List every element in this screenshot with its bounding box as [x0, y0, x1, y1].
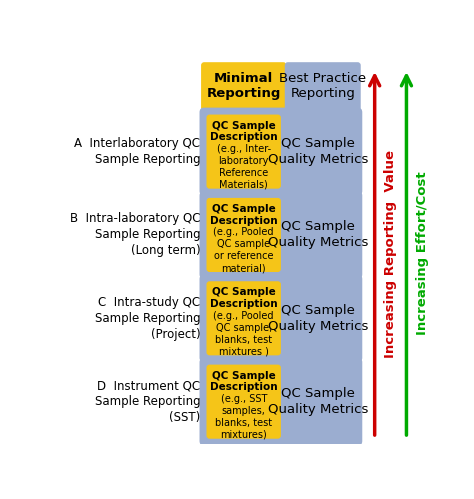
- FancyBboxPatch shape: [207, 281, 281, 355]
- Text: QC Sample
Quality Metrics: QC Sample Quality Metrics: [267, 304, 368, 333]
- FancyBboxPatch shape: [200, 108, 362, 196]
- Text: Increasing Reporting  Value: Increasing Reporting Value: [384, 150, 397, 358]
- Text: QC Sample
Description: QC Sample Description: [210, 121, 277, 142]
- Text: (e.g., SST
samples,
blanks, test
mixtures): (e.g., SST samples, blanks, test mixture…: [215, 394, 272, 440]
- Text: Increasing Effort/Cost: Increasing Effort/Cost: [416, 172, 429, 335]
- Text: Best Practice
Reporting: Best Practice Reporting: [279, 72, 366, 100]
- FancyBboxPatch shape: [285, 62, 361, 111]
- FancyBboxPatch shape: [207, 115, 281, 189]
- FancyBboxPatch shape: [200, 358, 362, 446]
- Text: (e.g., Pooled
QC sample,
blanks, test
mixtures ): (e.g., Pooled QC sample, blanks, test mi…: [213, 310, 274, 356]
- Text: C  Intra-study QC
    Sample Reporting
    (Project): C Intra-study QC Sample Reporting (Proje…: [80, 296, 201, 341]
- Text: Minimal
Reporting: Minimal Reporting: [207, 72, 281, 100]
- FancyBboxPatch shape: [207, 198, 281, 272]
- Text: D  Instrument QC
    Sample Reporting
    (SST): D Instrument QC Sample Reporting (SST): [80, 379, 201, 424]
- FancyBboxPatch shape: [200, 191, 362, 279]
- FancyBboxPatch shape: [200, 274, 362, 362]
- Text: B  Intra-laboratory QC
    Sample Reporting
    (Long term): B Intra-laboratory QC Sample Reporting (…: [70, 213, 201, 257]
- Text: A  Interlaboratory QC
    Sample Reporting: A Interlaboratory QC Sample Reporting: [74, 137, 201, 166]
- FancyBboxPatch shape: [201, 62, 286, 111]
- Text: QC Sample
Quality Metrics: QC Sample Quality Metrics: [267, 221, 368, 250]
- Text: (e.g., Pooled
QC sample
or reference
material): (e.g., Pooled QC sample or reference mat…: [213, 227, 274, 273]
- Text: QC Sample
Description: QC Sample Description: [210, 287, 277, 309]
- Text: QC Sample
Quality Metrics: QC Sample Quality Metrics: [267, 137, 368, 166]
- Text: QC Sample
Description: QC Sample Description: [210, 204, 277, 226]
- Text: QC Sample
Quality Metrics: QC Sample Quality Metrics: [267, 387, 368, 416]
- FancyBboxPatch shape: [207, 365, 281, 439]
- Text: QC Sample
Description: QC Sample Description: [210, 371, 277, 392]
- Text: (e.g., Inter-
laboratory
Reference
Materials): (e.g., Inter- laboratory Reference Mater…: [217, 144, 271, 190]
